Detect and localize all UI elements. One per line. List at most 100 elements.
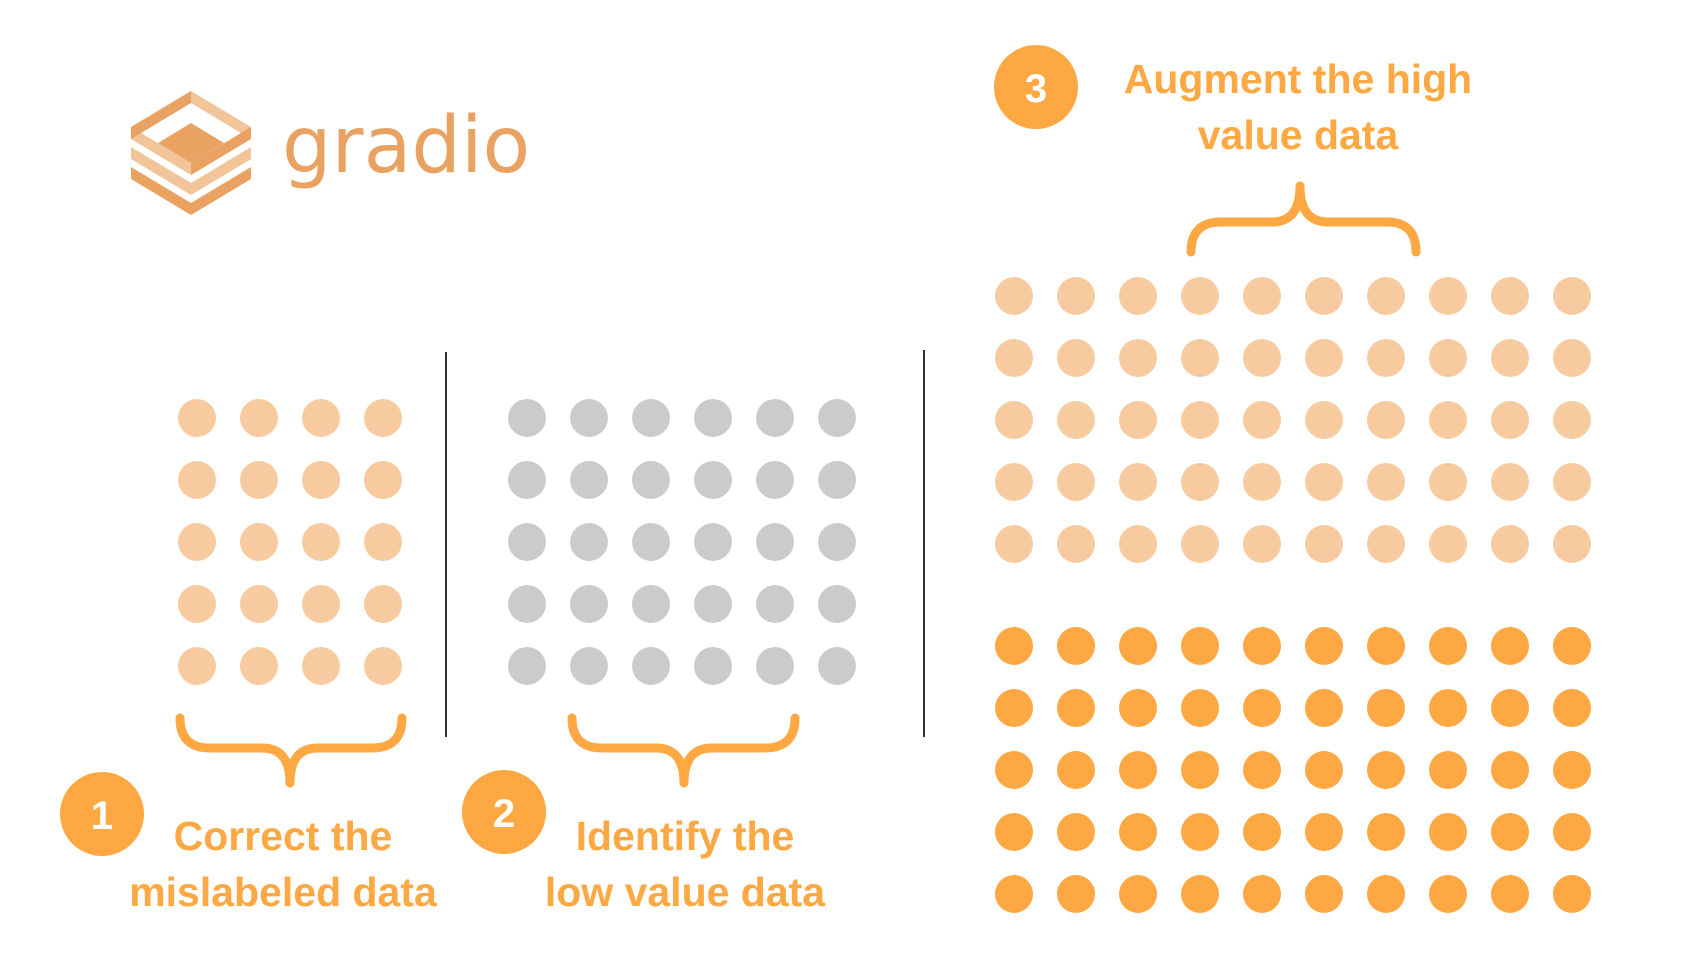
augmented-dot — [1305, 689, 1343, 727]
augmented-dot — [1367, 751, 1405, 789]
augmented-dot — [1367, 689, 1405, 727]
brace-high-value-icon — [1186, 181, 1421, 257]
augmented-dot — [1429, 875, 1467, 913]
mislabeled-dot — [302, 647, 340, 685]
step-2-caption-line1: Identify the — [576, 813, 795, 859]
augmented-dot — [1119, 689, 1157, 727]
high-value-dot — [1243, 401, 1281, 439]
augmented-dot — [1057, 751, 1095, 789]
augmented-dot — [1491, 751, 1529, 789]
low-value-dot — [818, 523, 856, 561]
mislabeled-dot — [364, 523, 402, 561]
low-value-data-dots — [508, 399, 856, 685]
augmented-dot — [1119, 627, 1157, 665]
low-value-dot — [632, 647, 670, 685]
augmented-dot — [1491, 813, 1529, 851]
augmented-dot — [1553, 751, 1591, 789]
augmented-dot — [1305, 751, 1343, 789]
augmented-dot — [1057, 875, 1095, 913]
low-value-dot — [632, 523, 670, 561]
low-value-dot — [694, 399, 732, 437]
low-value-dot — [570, 647, 608, 685]
high-value-dot — [1181, 401, 1219, 439]
augmented-dot — [1119, 875, 1157, 913]
augmented-dot — [1243, 627, 1281, 665]
high-value-dot — [1243, 277, 1281, 315]
mislabeled-dot — [178, 461, 216, 499]
mislabeled-dot — [364, 585, 402, 623]
high-value-dot — [1367, 277, 1405, 315]
high-value-dot — [1429, 463, 1467, 501]
low-value-dot — [508, 585, 546, 623]
augmented-dot — [1057, 627, 1095, 665]
low-value-dot — [508, 461, 546, 499]
high-value-dot — [1491, 277, 1529, 315]
low-value-dot — [694, 523, 732, 561]
high-value-data-dots — [995, 277, 1591, 563]
mislabeled-dot — [364, 399, 402, 437]
augmented-dot — [1305, 875, 1343, 913]
high-value-dot — [1429, 277, 1467, 315]
high-value-dot — [995, 525, 1033, 563]
mislabeled-dot — [178, 647, 216, 685]
high-value-dot — [1367, 463, 1405, 501]
step-2-badge — [462, 770, 546, 854]
augmented-dot — [1119, 751, 1157, 789]
augmented-dot — [1429, 751, 1467, 789]
augmented-dot — [1243, 813, 1281, 851]
augmented-dot — [1181, 627, 1219, 665]
augmented-dot — [1367, 875, 1405, 913]
high-value-dot — [1305, 339, 1343, 377]
high-value-dot — [1553, 277, 1591, 315]
augmented-dot — [1429, 813, 1467, 851]
low-value-dot — [756, 461, 794, 499]
low-value-dot — [756, 585, 794, 623]
high-value-dot — [1491, 339, 1529, 377]
augmented-dot — [1553, 689, 1591, 727]
high-value-dot — [1243, 525, 1281, 563]
low-value-dot — [694, 585, 732, 623]
high-value-dot — [1305, 463, 1343, 501]
high-value-dot — [1181, 525, 1219, 563]
high-value-dot — [995, 401, 1033, 439]
step-3-number: 3 — [1025, 67, 1047, 111]
high-value-dot — [995, 277, 1033, 315]
low-value-dot — [632, 585, 670, 623]
high-value-dot — [1553, 525, 1591, 563]
step-1-caption-line2: mislabeled data — [129, 869, 438, 915]
mislabeled-dot — [240, 585, 278, 623]
mislabeled-dot — [364, 647, 402, 685]
high-value-dot — [1119, 277, 1157, 315]
mislabeled-dot — [302, 585, 340, 623]
augmented-dot — [1367, 813, 1405, 851]
augmented-dot — [1429, 627, 1467, 665]
augmented-dot — [1243, 751, 1281, 789]
step-2-number: 2 — [493, 792, 515, 836]
mislabeled-data-dots — [178, 399, 402, 685]
high-value-dot — [1057, 277, 1095, 315]
augmented-dot — [1243, 875, 1281, 913]
low-value-dot — [694, 461, 732, 499]
augmented-dot — [1181, 751, 1219, 789]
step-3: 3 Augment the high value data — [994, 45, 1472, 158]
augmented-dot — [1429, 689, 1467, 727]
high-value-dot — [1491, 463, 1529, 501]
augmented-dot — [995, 751, 1033, 789]
high-value-dot — [1491, 401, 1529, 439]
augmented-dot — [1181, 689, 1219, 727]
step-3-caption-line2: value data — [1198, 112, 1400, 158]
high-value-dot — [1119, 339, 1157, 377]
mislabeled-dot — [178, 523, 216, 561]
high-value-dot — [1367, 401, 1405, 439]
high-value-dot — [1553, 339, 1591, 377]
low-value-dot — [756, 523, 794, 561]
low-value-dot — [818, 399, 856, 437]
brace-low-value-icon — [567, 713, 800, 788]
mislabeled-dot — [240, 523, 278, 561]
step-1-caption-line1: Correct the — [174, 813, 393, 859]
high-value-dot — [1367, 525, 1405, 563]
augmented-dot — [995, 689, 1033, 727]
low-value-dot — [508, 647, 546, 685]
high-value-dot — [1367, 339, 1405, 377]
